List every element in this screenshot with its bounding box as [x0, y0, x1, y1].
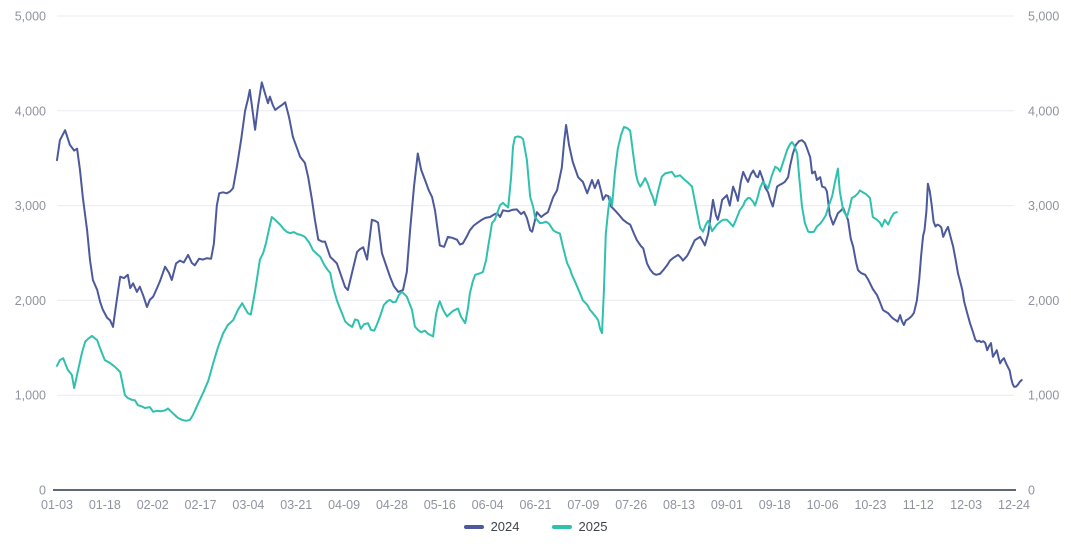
x-axis-label: 11-12 — [903, 498, 934, 512]
x-axis-label: 01-18 — [89, 498, 121, 512]
legend-label-2024: 2024 — [490, 519, 520, 534]
x-axis-label: 10-06 — [807, 498, 839, 512]
y-axis-label-left: 5,000 — [15, 10, 46, 24]
x-axis-label: 03-21 — [280, 498, 312, 512]
x-axis-label: 06-04 — [472, 498, 504, 512]
x-axis-label: 12-24 — [998, 498, 1030, 512]
y-axis-label-right: 5,000 — [1028, 10, 1059, 24]
legend-swatch-2024-icon — [463, 524, 484, 529]
y-axis-label-left: 2,000 — [15, 294, 46, 308]
legend-item-2024[interactable]: 2024 — [463, 519, 520, 534]
x-axis-label: 04-28 — [376, 498, 408, 512]
x-axis-label: 02-17 — [185, 498, 217, 512]
x-axis-label: 09-01 — [711, 498, 743, 512]
x-axis-label: 10-23 — [854, 498, 886, 512]
legend: 2024 2025 — [0, 520, 1071, 533]
series-line-2024[interactable] — [56, 81, 1023, 388]
legend-swatch-2025-icon — [551, 524, 572, 529]
y-axis-label-right: 0 — [1028, 484, 1035, 498]
x-axis-label: 12-03 — [950, 498, 982, 512]
x-axis-label: 07-09 — [567, 498, 599, 512]
x-axis-label: 09-18 — [759, 498, 791, 512]
y-axis-label-right: 4,000 — [1028, 104, 1059, 118]
y-axis-label-left: 4,000 — [15, 104, 46, 118]
x-axis-label: 04-09 — [328, 498, 360, 512]
x-axis-label: 07-26 — [615, 498, 647, 512]
legend-item-2025[interactable]: 2025 — [551, 519, 608, 534]
y-axis-label-left: 0 — [39, 484, 46, 498]
x-axis-label: 06-21 — [520, 498, 552, 512]
y-axis-label-right: 2,000 — [1028, 294, 1059, 308]
y-axis-label-right: 1,000 — [1028, 389, 1059, 403]
y-axis-label-right: 3,000 — [1028, 199, 1059, 213]
y-axis-label-left: 1,000 — [15, 389, 46, 403]
legend-label-2025: 2025 — [578, 519, 608, 534]
x-axis-label: 03-04 — [232, 498, 264, 512]
x-axis-label: 02-02 — [137, 498, 169, 512]
series-line-2025[interactable] — [56, 125, 898, 422]
x-axis-label: 05-16 — [424, 498, 456, 512]
x-axis-label: 08-13 — [663, 498, 695, 512]
x-axis-label: 01-03 — [41, 498, 73, 512]
y-axis-label-left: 3,000 — [15, 199, 46, 213]
